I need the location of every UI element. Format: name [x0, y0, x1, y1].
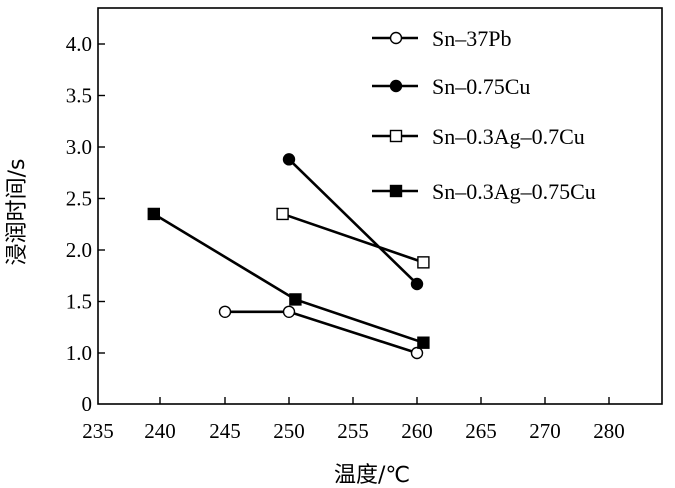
data-point — [410, 277, 424, 291]
legend-item: Sn–0.75Cu — [372, 74, 530, 99]
data-point — [147, 207, 161, 221]
legend-item: Sn–0.3Ag–0.7Cu — [372, 124, 585, 149]
data-point — [282, 153, 296, 166]
legend-item: Sn–0.3Ag–0.75Cu — [372, 179, 596, 204]
x-tick-label: 280 — [593, 419, 625, 443]
y-axis-label: 浸润时间/s — [5, 159, 30, 266]
legend-label: Sn–0.3Ag–0.7Cu — [432, 124, 585, 149]
series-1 — [218, 305, 424, 360]
x-tick-label: 265 — [465, 419, 497, 443]
series-line — [282, 212, 424, 264]
legend-label: Sn–0.3Ag–0.75Cu — [432, 179, 596, 204]
series-4 — [147, 207, 430, 349]
y-tick-label: 3.0 — [66, 135, 92, 159]
x-axis-label: 温度/℃ — [334, 463, 410, 488]
data-point — [417, 336, 430, 349]
series-layer — [147, 153, 430, 360]
legend-label: Sn–37Pb — [432, 26, 511, 51]
legend-item: Sn–37Pb — [372, 26, 511, 51]
x-tick-label: 245 — [209, 419, 241, 443]
series-2 — [282, 153, 424, 291]
y-tick-label: 1.5 — [66, 290, 92, 314]
axes: 0 1.0 1.5 2.0 2.5 3.0 3.5 4.0 235 240 245 250 255 260… — [66, 7, 663, 443]
series-line — [225, 310, 418, 355]
data-point — [218, 305, 232, 318]
data-point — [289, 293, 302, 306]
series-3 — [276, 207, 430, 269]
data-point — [389, 184, 403, 198]
data-point — [389, 79, 403, 93]
data-point — [410, 346, 424, 360]
data-point — [276, 207, 289, 221]
series-line — [288, 158, 418, 285]
x-tick-label: 250 — [273, 419, 305, 443]
plot-frame — [97, 7, 663, 405]
y-tick-label: 3.5 — [66, 84, 92, 108]
x-tick-label: 270 — [529, 419, 561, 443]
x-tick-label: 240 — [144, 419, 176, 443]
y-tick-label: 0 — [82, 392, 93, 416]
x-tick-label: 255 — [337, 419, 369, 443]
series-line — [153, 212, 424, 344]
y-tick-label: 2.0 — [66, 238, 92, 262]
data-point — [282, 305, 296, 318]
legend: Sn–37Pb Sn–0.75Cu Sn–0.3Ag–0.7Cu Sn–0.3Ag–0… — [372, 26, 596, 204]
data-point — [389, 129, 403, 143]
legend-label: Sn–0.75Cu — [432, 74, 530, 99]
data-point — [389, 31, 403, 45]
y-tick-label: 1.0 — [66, 341, 92, 365]
data-point — [417, 256, 430, 269]
x-tick-label: 235 — [82, 419, 114, 443]
y-tick-label: 2.5 — [66, 187, 92, 211]
y-tick-label: 4.0 — [66, 32, 92, 56]
x-tick-label: 260 — [401, 419, 433, 443]
